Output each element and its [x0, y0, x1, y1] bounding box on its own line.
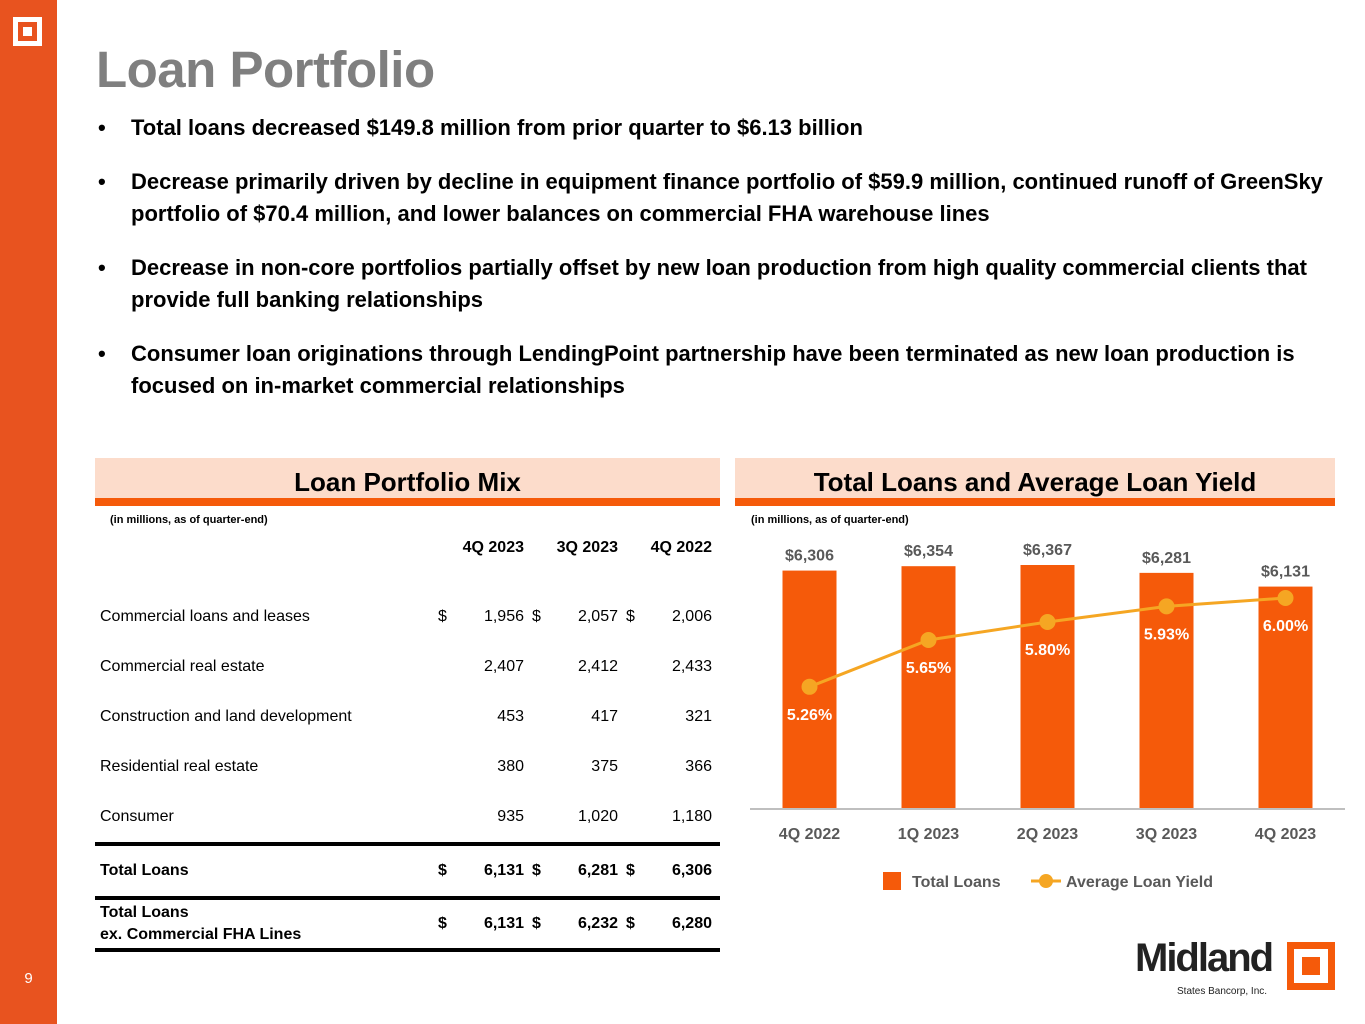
bullet-item: Decrease primarily driven by decline in …	[98, 166, 1328, 230]
loans-yield-chart: $6,306 $6,354 $6,367 $6,281 $6,131 4Q 2022 1Q …	[750, 542, 1345, 891]
total-ex-fha-row: Total Loans ex. Commercial FHA Lines $6,1…	[95, 896, 720, 952]
total-row: Total Loans $6,131 $6,281 $6,306	[95, 842, 720, 898]
x-tick-label: 4Q 2022	[779, 826, 840, 843]
yield-point	[1277, 590, 1294, 606]
loan-mix-table: 4Q 2023 3Q 2023 4Q 2022 Commercial loans…	[95, 530, 720, 952]
table-row: Commercial loans and leases $1,956 $2,05…	[100, 608, 712, 625]
yield-point	[920, 632, 937, 648]
legend-yield-marker	[1039, 874, 1053, 888]
midland-square-icon	[1287, 942, 1335, 990]
page-title: Loan Portfolio	[96, 41, 435, 98]
bar-data-label: $6,306	[785, 548, 834, 565]
bar-total-loans	[1020, 565, 1075, 809]
bar-total-loans	[1258, 586, 1313, 809]
bullet-item: Total loans decreased $149.8 million fro…	[98, 112, 1328, 144]
legend-total-loans-swatch	[883, 872, 901, 890]
x-tick-label: 1Q 2023	[898, 826, 959, 843]
chart-panel-title: Total Loans and Average Loan Yield	[735, 458, 1335, 506]
table-header-row: 4Q 2023 3Q 2023 4Q 2022	[95, 530, 720, 566]
bar-data-label: $6,281	[1142, 550, 1191, 567]
bar-data-label: $6,367	[1023, 542, 1072, 559]
x-tick-label: 3Q 2023	[1136, 826, 1197, 843]
yield-point	[1039, 614, 1056, 630]
table-row: Construction and land development 453 41…	[100, 708, 712, 725]
table-row: Residential real estate 380 375 366	[100, 758, 712, 775]
yield-data-label: 5.65%	[906, 660, 951, 677]
x-tick-label: 2Q 2023	[1017, 826, 1078, 843]
logo-wordmark: Midland	[1135, 936, 1274, 980]
mix-note: (in millions, as of quarter-end)	[110, 514, 268, 526]
page-number: 9	[24, 970, 33, 987]
yield-data-label: 5.93%	[1144, 626, 1189, 643]
column-header: 3Q 2023	[556, 539, 618, 556]
yield-data-label: 6.00%	[1263, 618, 1308, 635]
mix-panel-title: Loan Portfolio Mix	[95, 458, 720, 506]
bullet-list: Total loans decreased $149.8 million fro…	[98, 112, 1328, 424]
logo-subtitle: States Bancorp, Inc.	[1177, 986, 1268, 997]
legend-total-loans-label: Total Loans	[912, 874, 1001, 891]
table-row: Commercial real estate 2,407 2,412 2,433	[100, 658, 712, 675]
yield-point	[1158, 598, 1175, 615]
bar-data-label: $6,354	[904, 543, 953, 560]
legend-yield-label: Average Loan Yield	[1066, 874, 1213, 891]
yield-point	[801, 678, 818, 695]
x-tick-label: 4Q 2023	[1255, 826, 1316, 843]
bar-data-label: $6,131	[1261, 564, 1310, 581]
midland-square-icon	[13, 17, 42, 46]
sidebar: 9	[0, 0, 57, 1024]
bullet-item: Consumer loan originations through Lendi…	[98, 338, 1328, 402]
yield-data-label: 5.26%	[787, 707, 832, 724]
chart-note: (in millions, as of quarter-end)	[751, 514, 909, 526]
column-header: 4Q 2023	[462, 539, 524, 556]
table-row: Consumer 935 1,020 1,180	[100, 808, 712, 825]
bullet-item: Decrease in non-core portfolios partiall…	[98, 252, 1328, 316]
yield-data-label: 5.80%	[1025, 642, 1070, 659]
column-header: 4Q 2022	[650, 539, 712, 556]
midland-logo: Midland States Bancorp, Inc.	[1135, 936, 1335, 1000]
bar-total-loans	[901, 566, 956, 809]
